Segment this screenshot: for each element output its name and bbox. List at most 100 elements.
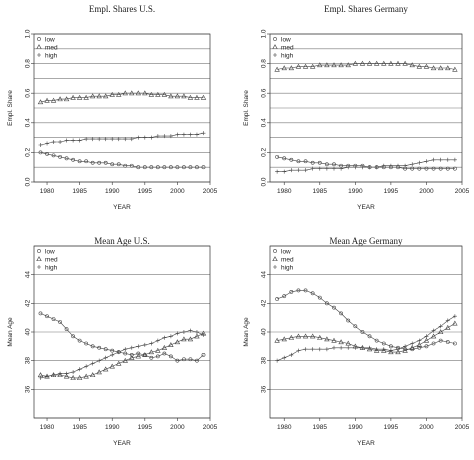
x-tick-label: 1985	[72, 424, 87, 431]
data-point-med	[295, 63, 302, 69]
data-point-low	[303, 159, 308, 164]
data-point-low	[332, 162, 336, 167]
data-point-low	[103, 160, 108, 165]
data-point-low	[77, 159, 82, 164]
data-point-med	[181, 93, 187, 99]
data-point-high	[452, 314, 457, 319]
data-point-low	[64, 327, 69, 332]
data-point-high	[360, 165, 365, 170]
data-point-med	[70, 94, 76, 100]
y-tick-label: 0.0	[261, 177, 268, 186]
data-point-low	[149, 355, 154, 360]
data-point-low	[149, 165, 154, 170]
data-point-med	[109, 91, 115, 97]
data-point-med	[409, 62, 415, 68]
y-tick-label: 44	[25, 271, 32, 279]
y-axis-label: Empl. Share	[243, 90, 250, 126]
data-point-med	[63, 373, 70, 379]
data-point-high	[403, 163, 408, 168]
legend-marker-low	[37, 37, 41, 41]
data-point-med	[102, 366, 109, 372]
data-point-high	[103, 137, 108, 142]
legend-label-high: high	[45, 264, 58, 271]
data-point-low	[452, 166, 457, 171]
data-point-med	[44, 97, 50, 103]
data-point-high	[155, 134, 160, 139]
data-point-high	[332, 166, 336, 171]
legend-label-med: med	[45, 44, 58, 51]
y-tick-label: 0.2	[261, 148, 268, 157]
y-tick-label: 0.6	[261, 88, 268, 97]
data-point-high	[64, 138, 69, 143]
series-low	[38, 150, 206, 170]
data-point-high	[90, 361, 95, 366]
data-point-low	[136, 165, 141, 170]
y-tick-label: 40	[25, 328, 32, 336]
data-point-high	[77, 367, 82, 372]
data-point-med	[89, 93, 96, 99]
data-point-low	[417, 345, 422, 350]
data-point-low	[168, 354, 173, 359]
legend-marker-med	[272, 256, 278, 262]
data-point-med	[281, 336, 287, 342]
data-point-high	[188, 328, 193, 333]
series-low	[275, 154, 457, 171]
data-point-low	[275, 154, 280, 159]
data-point-low	[188, 165, 193, 170]
data-point-med	[381, 60, 387, 66]
data-point-med	[445, 65, 451, 71]
data-point-high	[38, 143, 43, 147]
data-point-med	[416, 63, 423, 69]
data-point-high	[181, 330, 186, 334]
legend-label-low: low	[45, 36, 55, 43]
data-point-med	[174, 339, 181, 345]
data-point-high	[367, 345, 372, 350]
x-tick-label: 1995	[138, 188, 153, 195]
data-point-high	[374, 165, 379, 170]
data-point-low	[424, 166, 429, 171]
data-point-low	[296, 159, 301, 164]
data-point-med	[402, 347, 408, 353]
data-point-low	[175, 165, 180, 170]
data-point-low	[452, 341, 457, 346]
data-point-low	[142, 165, 147, 170]
data-point-low	[353, 324, 358, 329]
x-axis-label: YEAR	[357, 204, 375, 211]
data-point-high	[51, 373, 56, 377]
data-point-med	[122, 357, 128, 363]
data-point-high	[110, 352, 115, 357]
data-point-med	[437, 65, 444, 71]
x-tick-label: 1985	[72, 188, 87, 195]
data-point-low	[71, 157, 76, 162]
data-point-high	[201, 131, 206, 136]
data-point-low	[201, 353, 206, 357]
x-axis-label: YEAR	[113, 204, 131, 211]
x-tick-label: 1990	[348, 424, 363, 431]
data-point-med	[96, 93, 102, 99]
data-point-high	[317, 347, 322, 352]
chart-panel-2: 0.0 0.2 0.4 0.6 0.8 1.0 1980 1985 1990 1995 2000 20…	[243, 4, 470, 211]
data-point-low	[289, 289, 294, 294]
data-point-med	[373, 347, 380, 353]
data-point-med	[57, 96, 63, 102]
legend-label-med: med	[45, 256, 58, 263]
series-line-med	[40, 333, 204, 379]
data-point-low	[182, 165, 186, 170]
data-point-high	[296, 348, 301, 353]
data-point-high	[194, 330, 199, 334]
data-point-med	[409, 344, 415, 350]
series-line-high	[40, 330, 204, 379]
data-point-high	[332, 345, 336, 350]
data-point-med	[416, 342, 423, 347]
data-point-high	[381, 163, 386, 168]
data-point-med	[274, 337, 280, 343]
chart-title: Empl. Shares U.S.	[89, 4, 155, 14]
series-line-high	[40, 132, 204, 146]
data-point-low	[324, 301, 329, 306]
data-point-med	[116, 91, 122, 97]
data-point-high	[396, 163, 400, 168]
data-point-low	[38, 311, 43, 316]
data-point-med	[338, 62, 344, 68]
data-point-low	[155, 165, 160, 170]
